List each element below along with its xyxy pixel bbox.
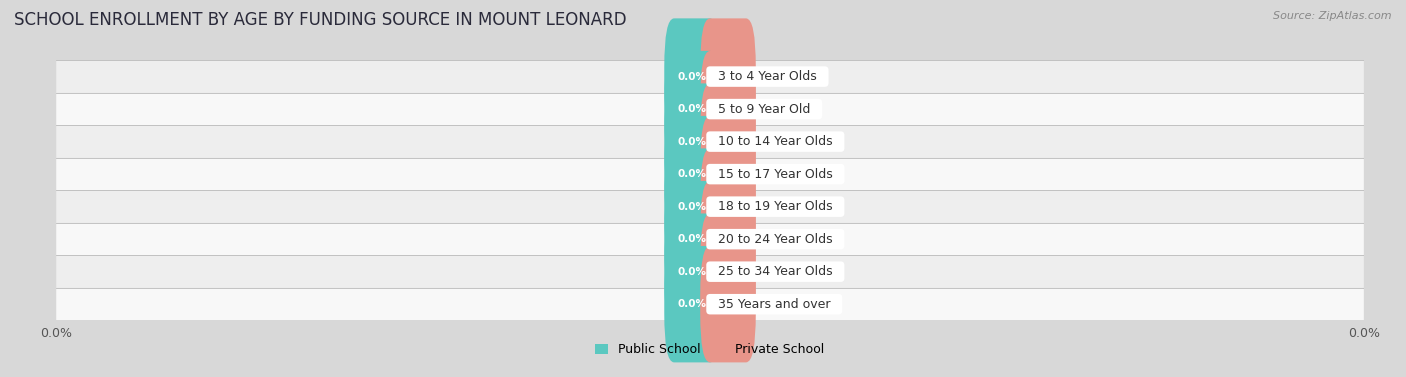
Text: 0.0%: 0.0%: [713, 169, 742, 179]
Text: 35 Years and over: 35 Years and over: [710, 298, 838, 311]
FancyBboxPatch shape: [664, 116, 720, 232]
Text: 0.0%: 0.0%: [678, 104, 707, 114]
Text: 0.0%: 0.0%: [713, 202, 742, 211]
FancyBboxPatch shape: [664, 51, 720, 167]
FancyBboxPatch shape: [700, 149, 756, 265]
Text: 0.0%: 0.0%: [678, 299, 707, 309]
FancyBboxPatch shape: [56, 125, 1364, 158]
FancyBboxPatch shape: [664, 18, 720, 135]
Text: 0.0%: 0.0%: [678, 169, 707, 179]
FancyBboxPatch shape: [664, 246, 720, 362]
FancyBboxPatch shape: [664, 83, 720, 200]
FancyBboxPatch shape: [664, 181, 720, 297]
Text: 10 to 14 Year Olds: 10 to 14 Year Olds: [710, 135, 841, 148]
FancyBboxPatch shape: [56, 158, 1364, 190]
FancyBboxPatch shape: [56, 223, 1364, 256]
FancyBboxPatch shape: [56, 190, 1364, 223]
FancyBboxPatch shape: [700, 51, 756, 167]
Text: 0.0%: 0.0%: [713, 267, 742, 277]
FancyBboxPatch shape: [664, 213, 720, 330]
Text: 3 to 4 Year Olds: 3 to 4 Year Olds: [710, 70, 825, 83]
Text: 0.0%: 0.0%: [678, 202, 707, 211]
FancyBboxPatch shape: [700, 246, 756, 362]
Text: SCHOOL ENROLLMENT BY AGE BY FUNDING SOURCE IN MOUNT LEONARD: SCHOOL ENROLLMENT BY AGE BY FUNDING SOUR…: [14, 11, 627, 29]
FancyBboxPatch shape: [56, 256, 1364, 288]
FancyBboxPatch shape: [56, 60, 1364, 93]
Text: 20 to 24 Year Olds: 20 to 24 Year Olds: [710, 233, 841, 246]
Text: 0.0%: 0.0%: [713, 104, 742, 114]
FancyBboxPatch shape: [700, 83, 756, 200]
Legend: Public School, Private School: Public School, Private School: [591, 338, 830, 361]
FancyBboxPatch shape: [664, 149, 720, 265]
Text: 18 to 19 Year Olds: 18 to 19 Year Olds: [710, 200, 841, 213]
FancyBboxPatch shape: [56, 93, 1364, 125]
Text: 0.0%: 0.0%: [713, 299, 742, 309]
Text: 25 to 34 Year Olds: 25 to 34 Year Olds: [710, 265, 841, 278]
Text: 0.0%: 0.0%: [678, 72, 707, 81]
Text: 0.0%: 0.0%: [713, 72, 742, 81]
FancyBboxPatch shape: [700, 18, 756, 135]
Text: 0.0%: 0.0%: [713, 234, 742, 244]
Text: 0.0%: 0.0%: [713, 136, 742, 147]
Text: Source: ZipAtlas.com: Source: ZipAtlas.com: [1274, 11, 1392, 21]
Text: 5 to 9 Year Old: 5 to 9 Year Old: [710, 103, 818, 116]
FancyBboxPatch shape: [700, 116, 756, 232]
Text: 0.0%: 0.0%: [678, 136, 707, 147]
FancyBboxPatch shape: [56, 288, 1364, 320]
FancyBboxPatch shape: [700, 213, 756, 330]
Text: 15 to 17 Year Olds: 15 to 17 Year Olds: [710, 168, 841, 181]
FancyBboxPatch shape: [700, 181, 756, 297]
Text: 0.0%: 0.0%: [678, 267, 707, 277]
Text: 0.0%: 0.0%: [678, 234, 707, 244]
